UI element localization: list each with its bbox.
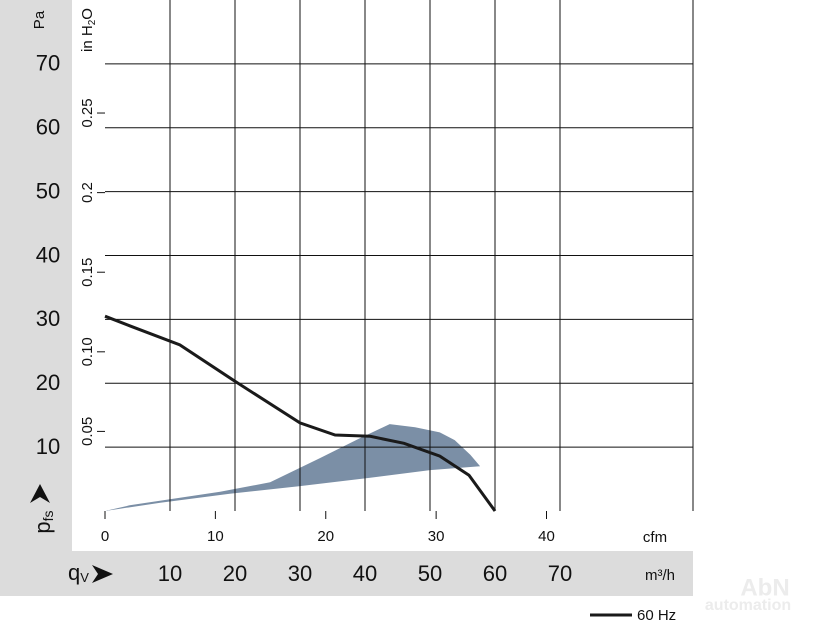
x2-tick-label: 0 bbox=[101, 528, 109, 545]
arrow-right bbox=[92, 565, 113, 583]
q-label: qV bbox=[68, 560, 89, 586]
y-tick-label: 20 bbox=[36, 370, 60, 395]
watermark: automation bbox=[705, 597, 791, 614]
y2-tick-label: 0.15 bbox=[79, 258, 96, 287]
arrow-up bbox=[30, 484, 50, 503]
y-tick-label: 30 bbox=[36, 306, 60, 331]
y-tick-label: 60 bbox=[36, 115, 60, 140]
y2-tick-label: 0.25 bbox=[79, 98, 96, 127]
legend-label: 60 Hz bbox=[637, 607, 676, 624]
x2-tick-label: 30 bbox=[428, 528, 445, 545]
y-tick-label: 70 bbox=[36, 51, 60, 76]
x2-tick-label: 20 bbox=[317, 528, 334, 545]
p-label: pfs bbox=[30, 510, 56, 533]
x-tick-label: 60 bbox=[483, 561, 507, 586]
x2-tick-label: 40 bbox=[538, 528, 555, 545]
y-tick-label: 40 bbox=[36, 242, 60, 267]
y2-label: in H2O bbox=[79, 8, 98, 52]
x-tick-label: 70 bbox=[548, 561, 572, 586]
x-tick-label: 50 bbox=[418, 561, 442, 586]
watermark: AbN bbox=[740, 574, 789, 601]
y2-tick-label: 0.2 bbox=[79, 182, 96, 203]
x-tick-label: 30 bbox=[288, 561, 312, 586]
y-tick-label: 10 bbox=[36, 434, 60, 459]
left-band bbox=[0, 0, 72, 551]
x2-unit: cfm bbox=[643, 529, 667, 546]
y-label: Pa bbox=[31, 10, 48, 29]
fan-curve bbox=[104, 314, 497, 512]
x-tick-label: 20 bbox=[223, 561, 247, 586]
y2-tick-label: 0.05 bbox=[79, 417, 96, 446]
operating-region bbox=[105, 424, 481, 511]
x-unit: m³/h bbox=[645, 567, 675, 584]
bottom-band bbox=[0, 551, 693, 596]
y-tick-label: 50 bbox=[36, 178, 60, 203]
x-tick-label: 10 bbox=[158, 561, 182, 586]
x2-tick-label: 10 bbox=[207, 528, 224, 545]
y2-tick-label: 0.10 bbox=[79, 337, 96, 366]
x-tick-label: 40 bbox=[353, 561, 377, 586]
